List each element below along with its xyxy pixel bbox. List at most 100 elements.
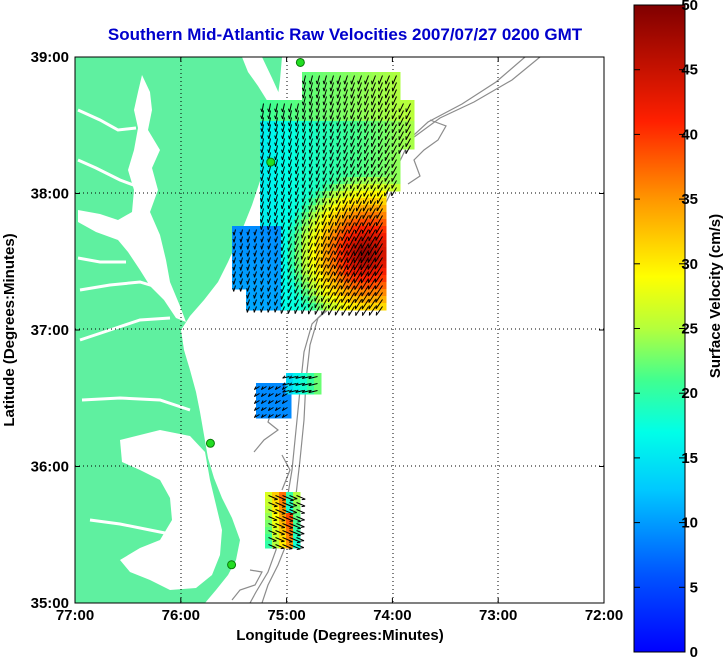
velocity-vector-head bbox=[246, 245, 249, 250]
velocity-cell bbox=[263, 411, 271, 419]
velocity-vector bbox=[368, 285, 376, 297]
velocity-vector-head bbox=[295, 389, 299, 393]
velocity-vector bbox=[261, 138, 264, 146]
velocity-vector bbox=[261, 243, 264, 250]
velocity-vector bbox=[267, 194, 271, 202]
velocity-vector bbox=[308, 215, 313, 225]
velocity-vector bbox=[316, 138, 320, 147]
velocity-vector bbox=[336, 194, 341, 204]
velocity-vector bbox=[295, 103, 299, 113]
velocity-vector bbox=[385, 131, 390, 140]
velocity-vector bbox=[378, 152, 383, 161]
velocity-vector bbox=[314, 236, 320, 247]
velocity-vector bbox=[233, 236, 236, 243]
velocity-vector-head bbox=[287, 198, 290, 203]
velocity-vector bbox=[328, 208, 334, 219]
velocity-vector bbox=[294, 306, 299, 314]
velocity-vector bbox=[350, 173, 355, 182]
velocity-vector bbox=[282, 523, 294, 529]
velocity-vector-head bbox=[281, 135, 284, 140]
velocity-vector-head bbox=[260, 128, 263, 132]
velocity-vector bbox=[301, 236, 306, 246]
velocity-vector bbox=[364, 145, 369, 154]
velocity-vector-head bbox=[260, 301, 262, 306]
velocity-vector bbox=[357, 173, 362, 182]
velocity-vector bbox=[364, 131, 369, 140]
velocity-vector bbox=[342, 201, 348, 212]
velocity-vector bbox=[281, 222, 285, 230]
velocity-vector bbox=[323, 124, 327, 133]
velocity-vector-head bbox=[336, 128, 339, 133]
velocity-vector-head bbox=[350, 115, 352, 120]
land-mass bbox=[75, 57, 282, 603]
velocity-vector bbox=[350, 103, 355, 113]
velocity-vector-head bbox=[260, 122, 263, 127]
velocity-vector-head bbox=[239, 273, 242, 278]
velocity-vector bbox=[336, 180, 341, 189]
velocity-vector-head bbox=[253, 238, 256, 243]
colorbar-tick-label: 15 bbox=[681, 450, 698, 467]
velocity-vector bbox=[302, 166, 306, 175]
velocity-vector bbox=[327, 285, 334, 296]
velocity-vector-head bbox=[260, 135, 263, 139]
velocity-vector bbox=[321, 257, 327, 269]
velocity-vector bbox=[363, 180, 369, 190]
velocity-vector-head bbox=[267, 149, 270, 154]
velocity-vector-head bbox=[260, 266, 262, 271]
velocity-vector bbox=[275, 103, 278, 113]
velocity-vector-head bbox=[294, 241, 296, 245]
velocity-vector-head bbox=[301, 191, 304, 196]
velocity-vector bbox=[385, 103, 390, 113]
velocity-vector bbox=[275, 523, 286, 528]
velocity-vector bbox=[308, 390, 318, 394]
velocity-cell bbox=[284, 397, 292, 405]
velocity-vector bbox=[370, 187, 376, 197]
velocity-vector bbox=[295, 131, 299, 140]
velocity-vector bbox=[274, 292, 278, 299]
velocity-vector bbox=[267, 271, 271, 278]
velocity-vector-head bbox=[287, 247, 289, 252]
velocity-vector bbox=[275, 152, 278, 161]
velocity-vector bbox=[377, 173, 383, 182]
velocity-vector-head bbox=[260, 414, 264, 418]
velocity-vector bbox=[329, 194, 334, 204]
velocity-vector bbox=[254, 229, 257, 236]
velocity-vector bbox=[330, 124, 334, 133]
y-tick-label: 39:00 bbox=[31, 49, 69, 66]
velocity-vector-head bbox=[280, 282, 283, 286]
velocity-vector-head bbox=[357, 129, 359, 133]
velocity-vector bbox=[323, 117, 327, 127]
velocity-vector bbox=[378, 89, 383, 99]
velocity-vector bbox=[301, 222, 306, 232]
map-title: Southern Mid-Atlantic Raw Velocities 200… bbox=[108, 25, 583, 44]
velocity-vector bbox=[260, 285, 264, 292]
velocity-vector bbox=[323, 166, 327, 175]
velocity-vector bbox=[295, 390, 304, 393]
velocity-vector-head bbox=[350, 94, 352, 99]
velocity-vector bbox=[302, 383, 311, 387]
velocity-vector bbox=[246, 292, 250, 299]
velocity-vector bbox=[348, 229, 355, 242]
velocity-vector bbox=[361, 243, 369, 257]
velocity-vector-head bbox=[287, 268, 289, 273]
velocity-vector bbox=[316, 166, 320, 175]
velocity-vector-head bbox=[294, 177, 297, 182]
velocity-vector bbox=[281, 229, 285, 237]
velocity-vector bbox=[334, 236, 341, 248]
y-tick-label: 38:00 bbox=[31, 186, 69, 203]
velocity-vector-head bbox=[301, 87, 304, 92]
velocity-vector-head bbox=[308, 80, 311, 85]
velocity-vector bbox=[350, 124, 355, 133]
velocity-vector-head bbox=[301, 163, 304, 168]
velocity-vector bbox=[261, 117, 264, 127]
velocity-vector bbox=[367, 271, 376, 284]
velocity-cell bbox=[277, 390, 285, 398]
velocity-vector bbox=[282, 414, 288, 419]
velocity-vector-head bbox=[253, 259, 256, 264]
velocity-vector bbox=[240, 278, 243, 285]
velocity-vector bbox=[337, 103, 341, 113]
velocity-vector bbox=[267, 299, 271, 306]
velocity-vector-head bbox=[322, 80, 325, 85]
velocity-vector-head bbox=[232, 252, 235, 257]
velocity-vector bbox=[282, 103, 285, 113]
